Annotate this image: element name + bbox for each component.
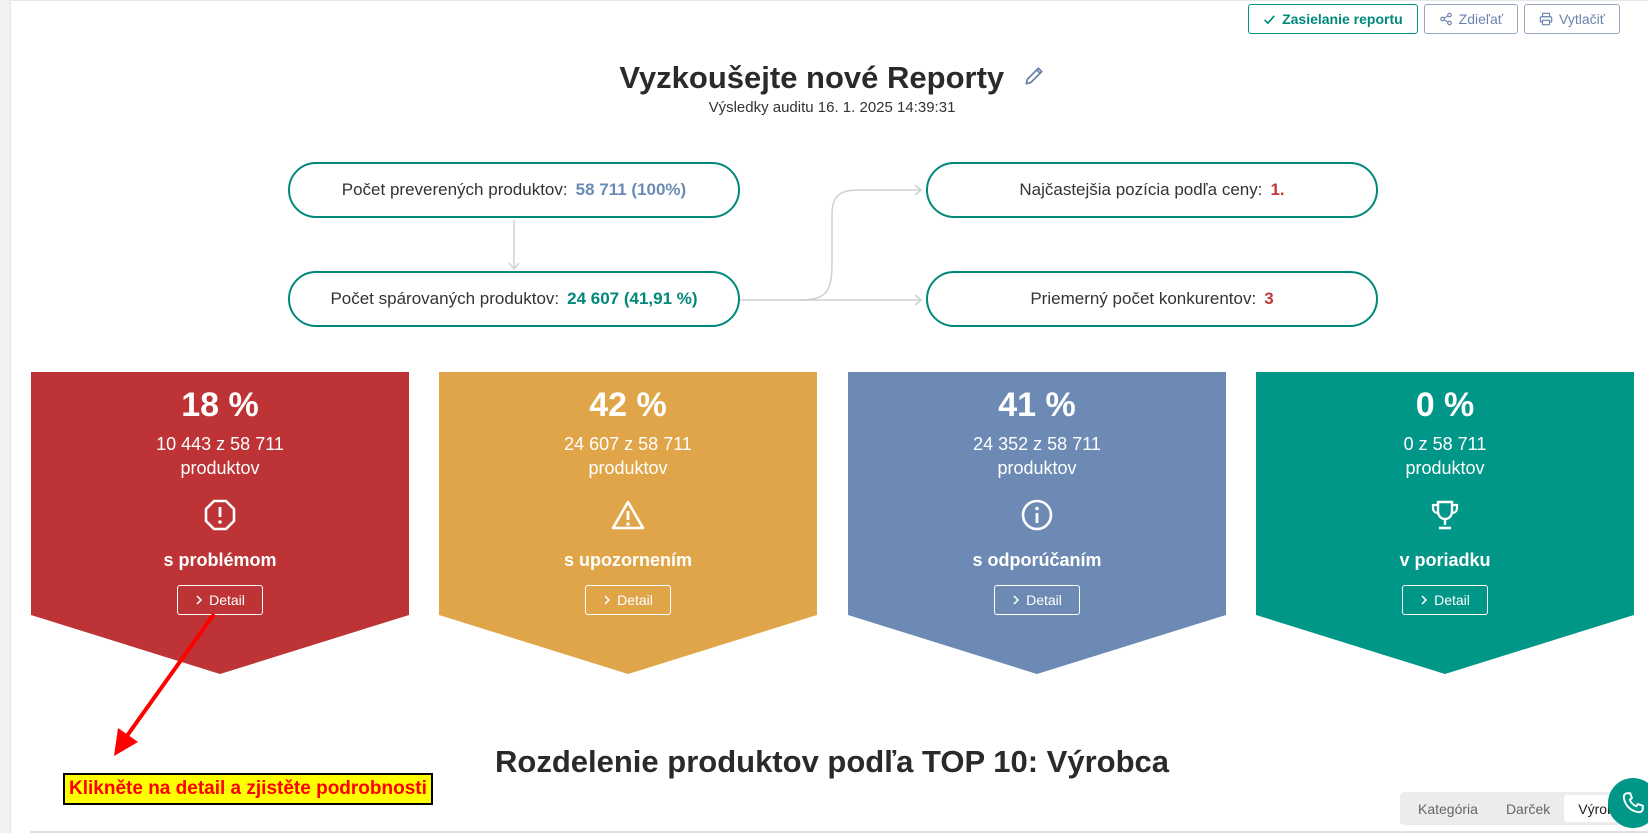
price-position-label: Najčastejšia pozícia podľa ceny: (1019, 180, 1263, 199)
phone-icon (1622, 792, 1644, 814)
ok-detail-button[interactable]: Detail (1402, 585, 1488, 615)
card-label: v poriadku (1399, 550, 1491, 570)
share-label: Zdieľať (1458, 11, 1504, 27)
detail-label: Detail (617, 592, 653, 608)
chevron-right-icon (196, 595, 203, 605)
chevron-right-icon (604, 595, 611, 605)
card-unit: produktov (1405, 458, 1485, 478)
info-circle-icon (1020, 498, 1054, 532)
card-count: 24 607 z 58 711 (564, 434, 692, 454)
check-icon (1264, 14, 1276, 24)
matched-products-pill: Počet spárovaných produktov: 24 607 (41,… (288, 271, 740, 327)
annotation-callout: Klikněte na detail a zjistěte podrobnost… (63, 773, 433, 805)
send-report-button[interactable]: Zasielanie reportu (1248, 4, 1418, 34)
card-count: 24 352 z 58 711 (973, 434, 1101, 454)
warning-card: 42 % 24 607 z 58 711 produktov s upozorn… (439, 372, 817, 674)
card-label: s problémom (163, 550, 277, 570)
competitors-pill: Priemerný počet konkurentov: 3 (926, 271, 1378, 327)
trophy-icon (1428, 498, 1462, 532)
problem-detail-button[interactable]: Detail (177, 585, 263, 615)
warning-detail-button[interactable]: Detail (585, 585, 671, 615)
audit-timestamp: Výsledky auditu 16. 1. 2025 14:39:31 (708, 99, 956, 116)
checked-products-pill: Počet preverených produktov: 58 711 (100… (288, 162, 740, 218)
detail-label: Detail (1026, 592, 1062, 608)
matched-products-label: Počet spárovaných produktov: (330, 289, 560, 308)
card-count: 10 443 z 58 711 (156, 434, 284, 454)
top-divider (10, 0, 1648, 1)
exclamation-octagon-icon (203, 498, 237, 532)
printer-icon (1539, 12, 1553, 26)
ok-card: 0 % 0 z 58 711 produktov v poriadku Deta… (1256, 372, 1634, 674)
print-button[interactable]: Vytlačiť (1524, 4, 1620, 34)
checked-products-value: 58 711 (100%) (575, 180, 687, 199)
card-unit: produktov (588, 458, 668, 478)
section-title: Rozdelenie produktov podľa TOP 10: Výrob… (495, 744, 1169, 779)
card-count: 0 z 58 711 (1403, 434, 1487, 454)
card-label: s upozornením (563, 550, 692, 570)
share-button[interactable]: Zdieľať (1423, 4, 1519, 34)
phone-contact-button[interactable] (1608, 778, 1648, 828)
card-unit: produktov (997, 458, 1077, 478)
tab-category[interactable]: Kategória (1418, 800, 1478, 817)
report-toolbar: Zasielanie reportu Zdieľať Vytlačiť (1248, 4, 1620, 34)
content-divider (30, 831, 1648, 833)
detail-label: Detail (1434, 592, 1470, 608)
problem-card: 18 % 10 443 z 58 711 produktov s problém… (31, 372, 409, 674)
recommendation-card: 41 % 24 352 z 58 711 produktov s odporúč… (848, 372, 1226, 674)
page-title: Vyzkoušejte nové Reporty (619, 60, 1005, 95)
card-label: s odporúčaním (972, 550, 1102, 570)
price-position-pill: Najčastejšia pozícia podľa ceny: 1. (926, 162, 1378, 218)
detail-label: Detail (209, 592, 245, 608)
pencil-icon[interactable] (1023, 65, 1045, 92)
page-header: Vyzkoušejte nové Reporty (0, 60, 1648, 96)
recommendation-detail-button[interactable]: Detail (994, 585, 1080, 615)
chevron-right-icon (1421, 595, 1428, 605)
card-percent: 42 % (589, 386, 667, 424)
competitors-value: 3 (1264, 289, 1274, 308)
flow-connectors (508, 184, 923, 306)
warning-triangle-icon (611, 498, 645, 532)
price-position-value: 1. (1270, 180, 1285, 199)
card-percent: 18 % (181, 386, 259, 424)
competitors-label: Priemerný počet konkurentov: (1030, 289, 1257, 308)
card-unit: produktov (180, 458, 260, 478)
card-percent: 0 % (1415, 386, 1475, 424)
share-icon (1439, 12, 1452, 26)
tab-gift[interactable]: Darček (1505, 800, 1551, 817)
checked-products-label: Počet preverených produktov: (341, 180, 568, 199)
card-percent: 41 % (998, 386, 1076, 424)
chevron-right-icon (1013, 595, 1020, 605)
left-rail (0, 0, 11, 833)
send-report-label: Zasielanie reportu (1282, 11, 1403, 27)
print-label: Vytlačiť (1559, 11, 1605, 27)
matched-products-value: 24 607 (41,91 %) (567, 289, 698, 308)
